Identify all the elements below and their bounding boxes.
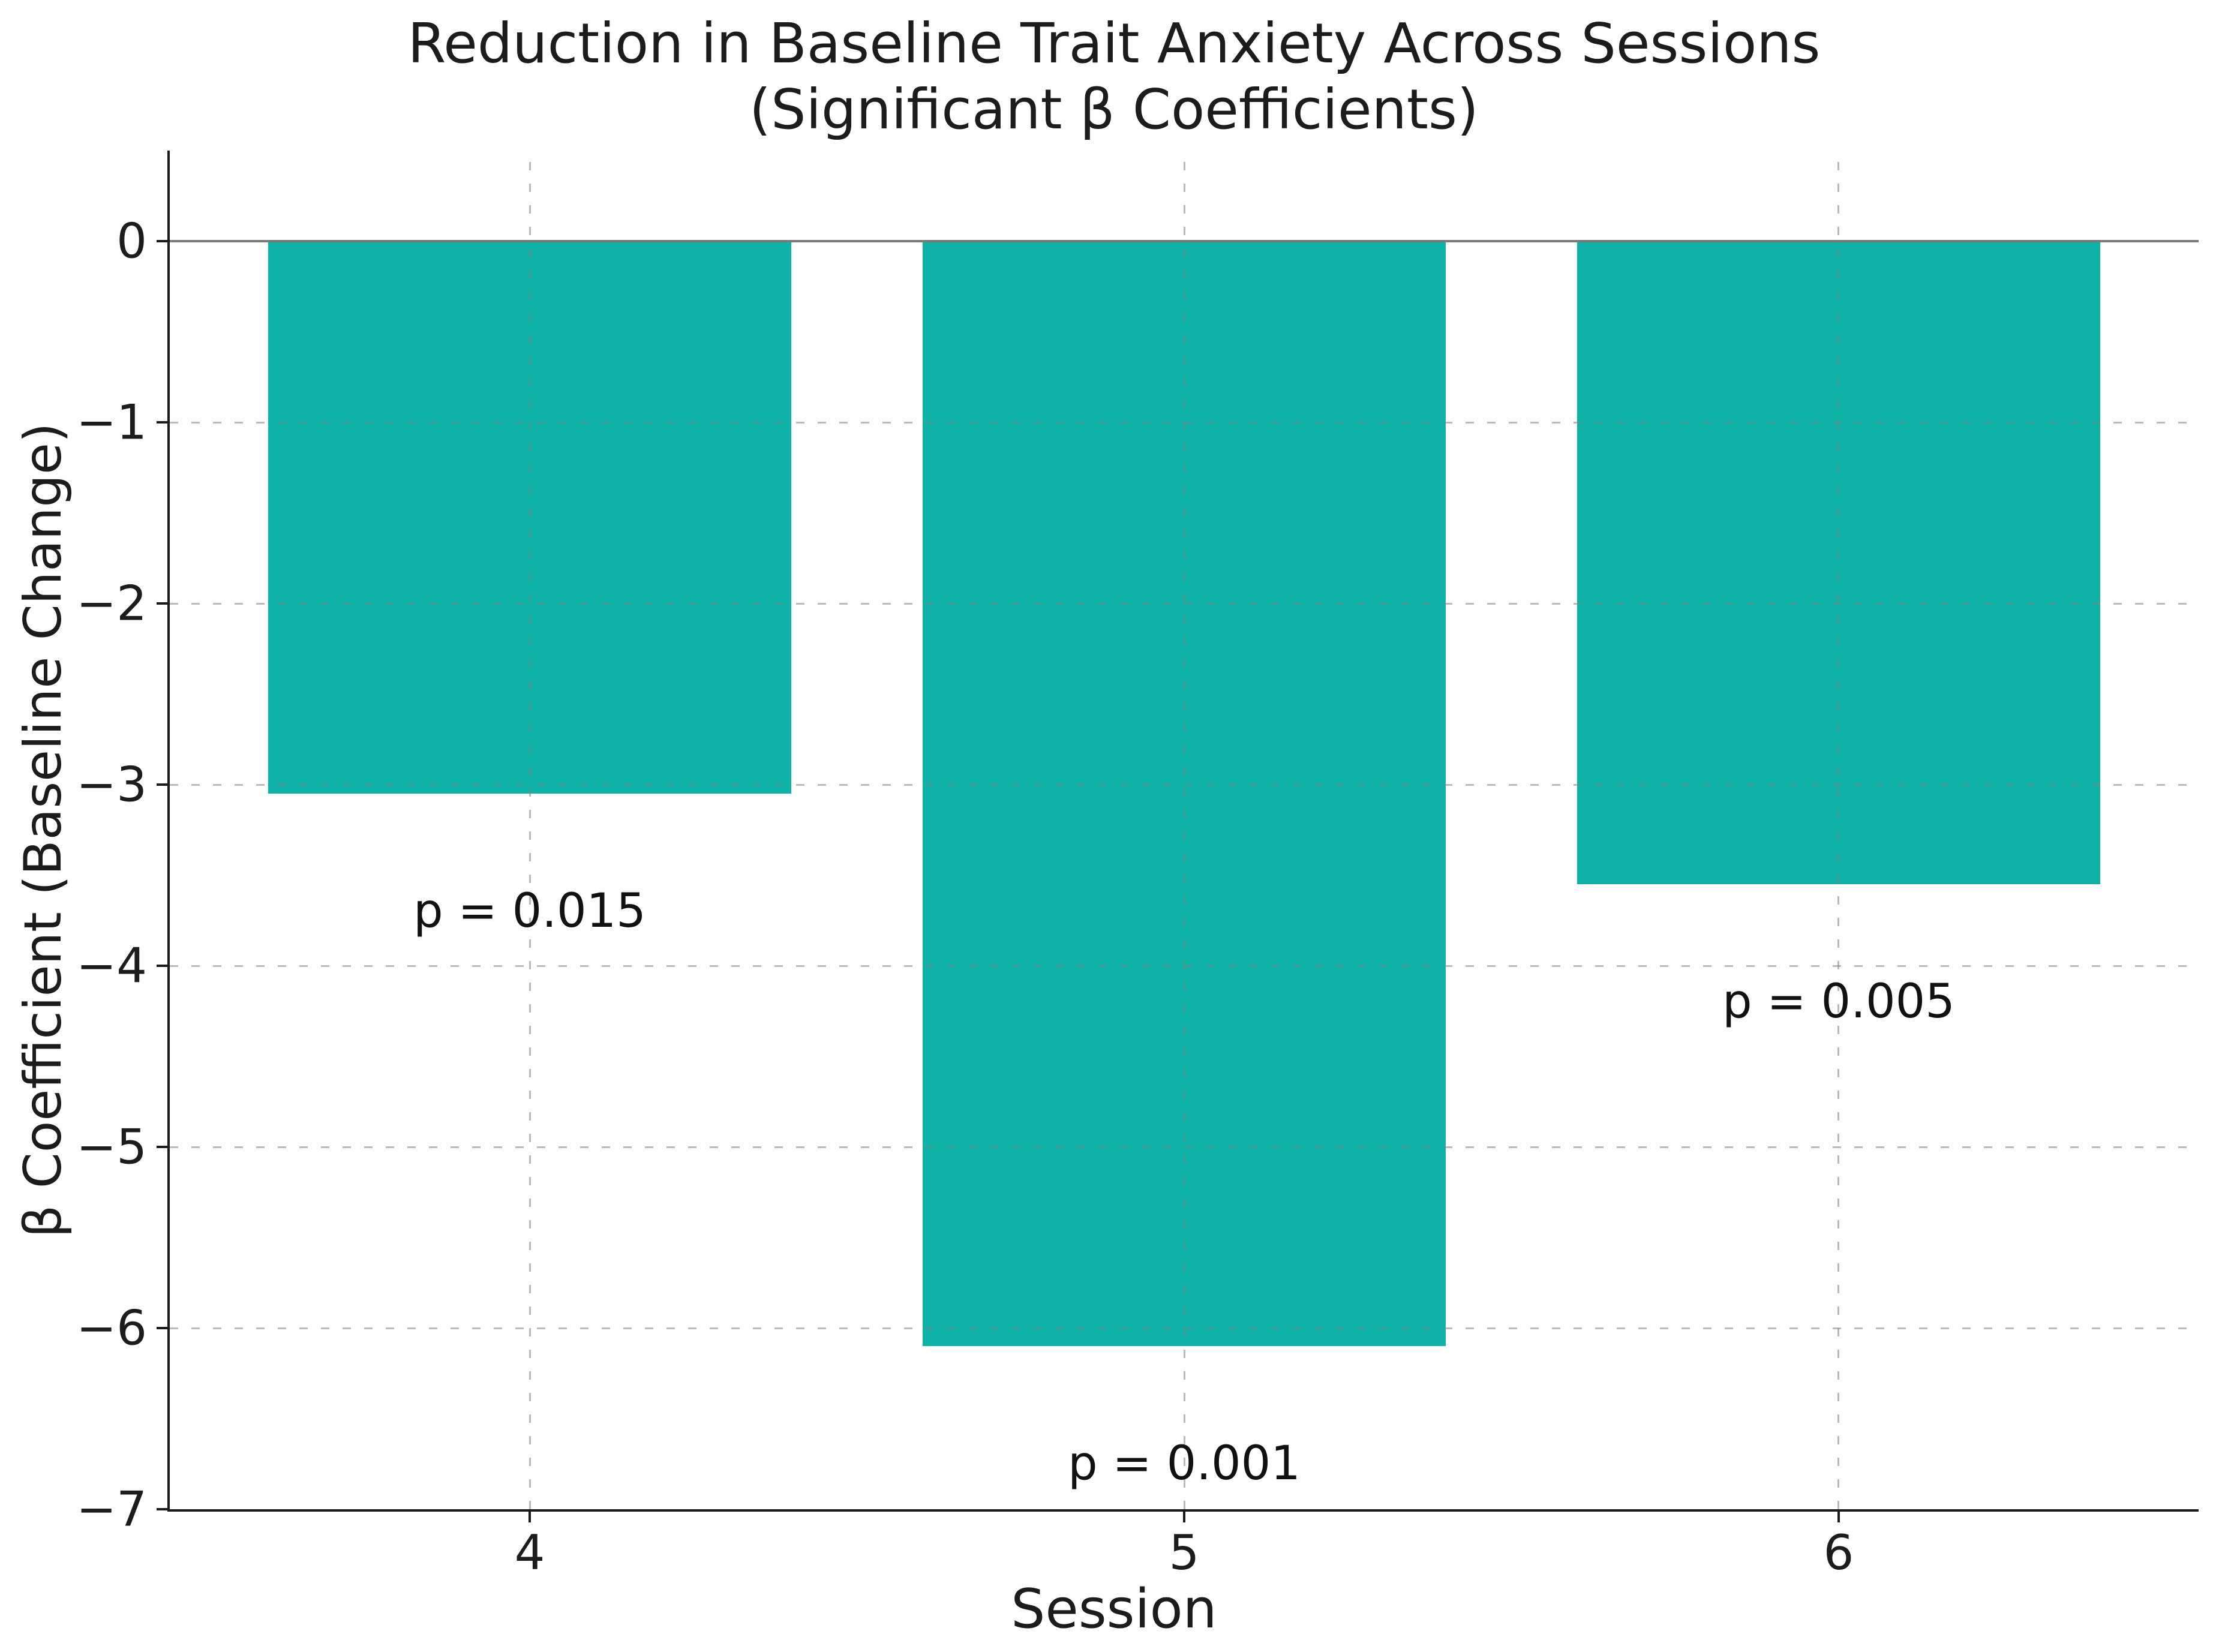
chart-subtitle: (Significant β Coefficients) xyxy=(749,77,1479,142)
gridline-x-4 xyxy=(529,151,531,1509)
y-tick-label--7: −7 xyxy=(76,1481,147,1537)
gridline-x-6 xyxy=(1837,151,1840,1509)
y-tick--3 xyxy=(157,783,167,786)
x-tick-4 xyxy=(529,1512,532,1522)
y-tick--6 xyxy=(157,1327,167,1329)
y-tick--4 xyxy=(157,965,167,967)
y-tick--7 xyxy=(157,1508,167,1510)
y-tick-label--1: −1 xyxy=(76,394,147,450)
y-tick-label--2: −2 xyxy=(76,575,147,632)
x-axis-label: Session xyxy=(1011,1578,1217,1641)
y-tick-0 xyxy=(157,240,167,242)
left-spine xyxy=(167,151,170,1512)
y-tick-label--3: −3 xyxy=(76,756,147,813)
chart-title: Reduction in Baseline Trait Anxiety Acro… xyxy=(407,11,1821,76)
x-tick-5 xyxy=(1183,1512,1185,1522)
y-tick-label--6: −6 xyxy=(76,1300,147,1356)
y-tick-label-0: 0 xyxy=(116,213,147,269)
zero-line xyxy=(170,240,2199,242)
y-tick--5 xyxy=(157,1146,167,1148)
x-tick-label-6: 6 xyxy=(1823,1525,1854,1581)
y-tick-label--4: −4 xyxy=(76,938,147,994)
gridline-x-5 xyxy=(1183,151,1185,1509)
chart-title-block: Reduction in Baseline Trait Anxiety Acro… xyxy=(0,11,2228,143)
y-tick-label--5: −5 xyxy=(76,1119,147,1175)
x-tick-6 xyxy=(1837,1512,1840,1522)
x-tick-label-4: 4 xyxy=(514,1525,545,1581)
p-value-annotation-session-4: p = 0.015 xyxy=(413,884,646,939)
p-value-annotation-session-5: p = 0.001 xyxy=(1068,1437,1301,1491)
x-tick-label-5: 5 xyxy=(1169,1525,1200,1581)
p-value-annotation-session-6: p = 0.005 xyxy=(1722,975,1955,1029)
y-tick--1 xyxy=(157,421,167,423)
bottom-spine xyxy=(167,1509,2199,1512)
y-tick--2 xyxy=(157,602,167,605)
